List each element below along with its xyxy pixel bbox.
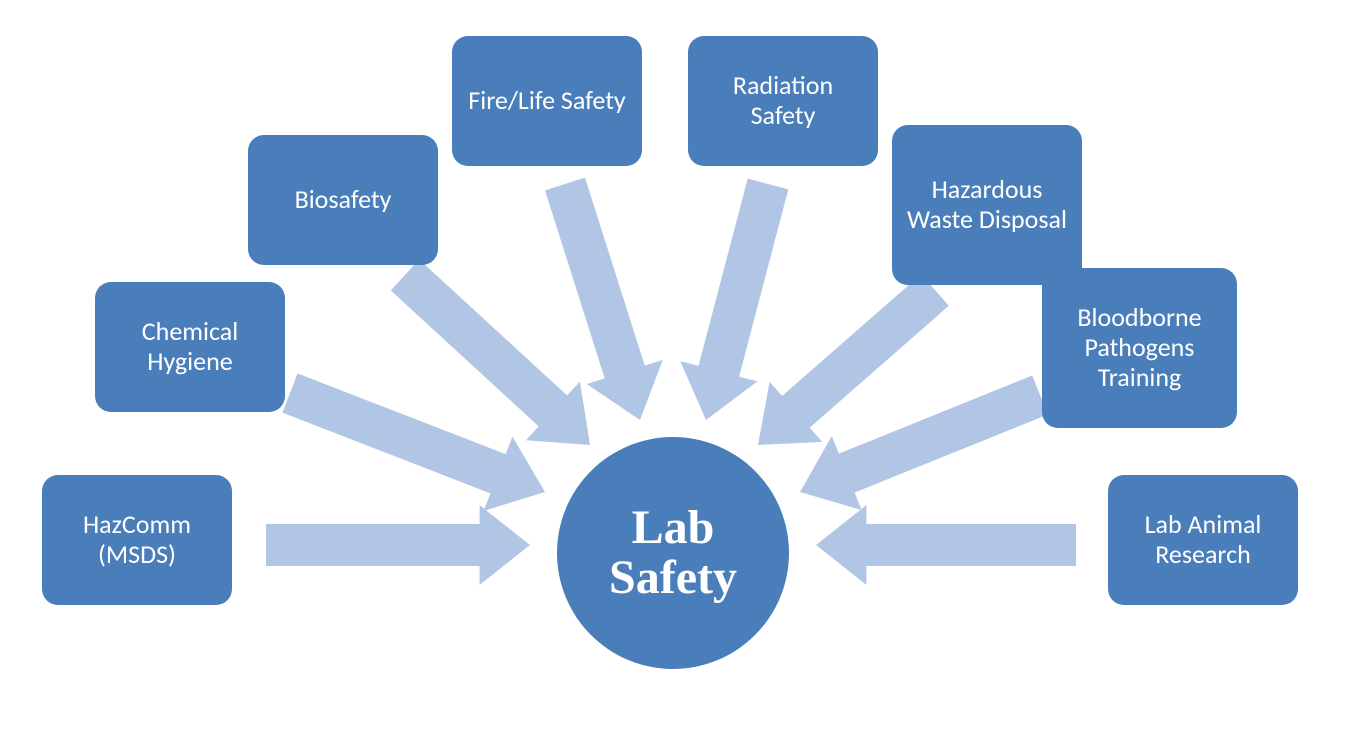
center-label-line1: Lab bbox=[609, 503, 737, 553]
node-biosafety: Biosafety bbox=[248, 135, 438, 265]
node-hazcomm: HazComm (MSDS) bbox=[42, 475, 232, 605]
node-radiation: Radiation Safety bbox=[688, 36, 878, 166]
node-hazardous-waste: Hazardous Waste Disposal bbox=[892, 125, 1082, 285]
diagram-stage: Lab Safety HazComm (MSDS) Chemical Hygie… bbox=[0, 0, 1350, 746]
node-fire-life: Fire/Life Safety bbox=[452, 36, 642, 166]
node-chemical-hygiene: Chemical Hygiene bbox=[95, 282, 285, 412]
node-label: HazComm (MSDS) bbox=[52, 510, 222, 570]
center-node-lab-safety: Lab Safety bbox=[557, 437, 789, 669]
node-label: Chemical Hygiene bbox=[105, 317, 275, 377]
node-lab-animal: Lab Animal Research bbox=[1108, 475, 1298, 605]
node-label: Lab Animal Research bbox=[1118, 510, 1288, 570]
node-label: Fire/Life Safety bbox=[468, 86, 625, 116]
node-label: Hazardous Waste Disposal bbox=[902, 175, 1072, 235]
node-bloodborne: Bloodborne Pathogens Training bbox=[1042, 268, 1237, 428]
node-label: Bloodborne Pathogens Training bbox=[1052, 303, 1227, 393]
node-label: Radiation Safety bbox=[698, 71, 868, 131]
node-label: Biosafety bbox=[295, 185, 392, 215]
center-label-line2: Safety bbox=[609, 553, 737, 603]
